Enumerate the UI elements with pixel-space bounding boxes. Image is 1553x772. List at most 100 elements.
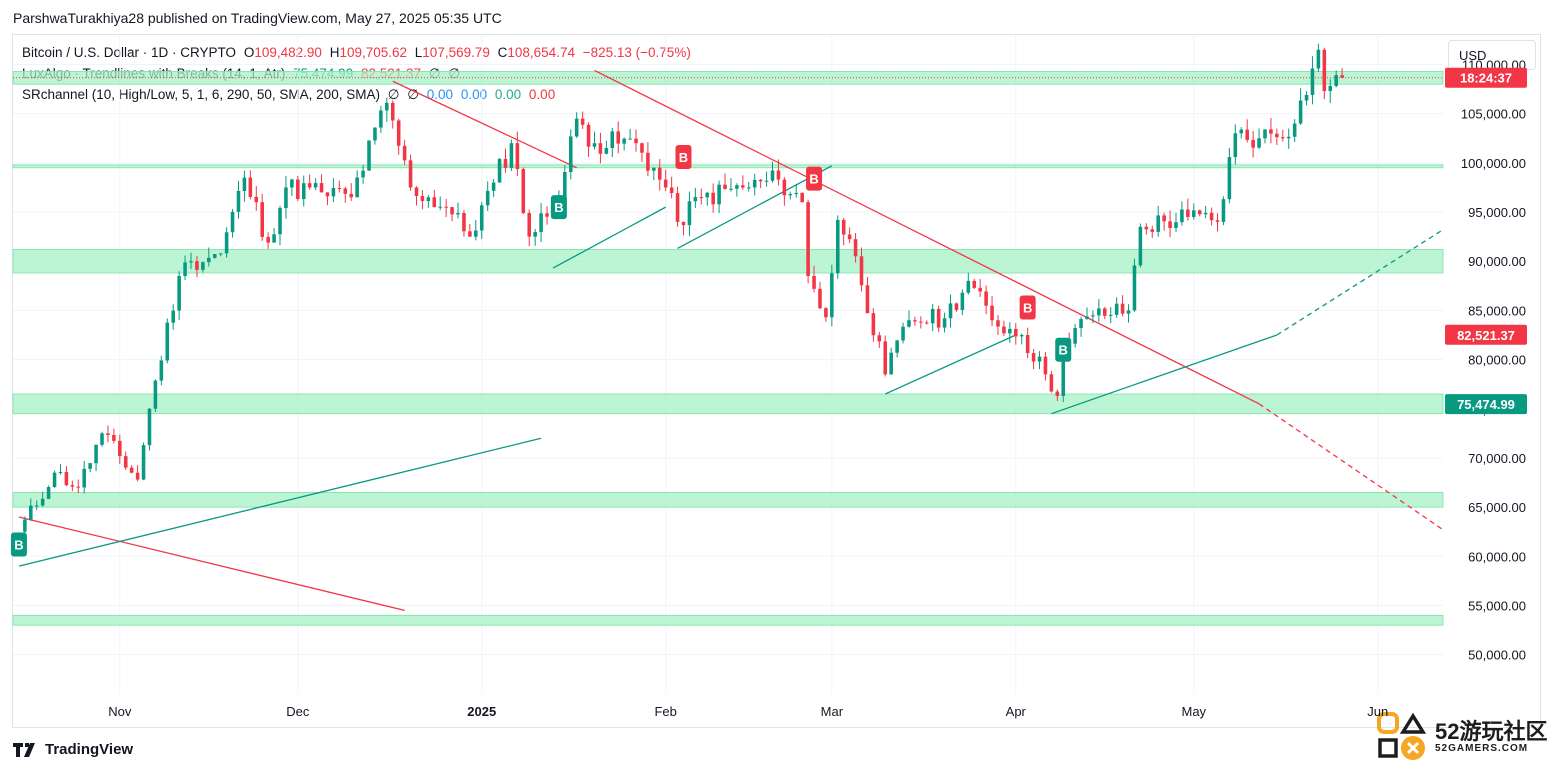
break-marker [10,532,27,557]
legend-srchannel-row[interactable]: SRchannel (10, High/Low, 5, 1, 6, 290, 5… [22,87,559,103]
candle-body [183,262,187,276]
break-marker [806,166,823,191]
candle-body [201,262,205,270]
legend-symbol[interactable]: Bitcoin / U.S. Dollar · 1D · CRYPTO [22,45,237,60]
candle-body [835,219,840,274]
candle-body [46,487,51,499]
candle-body [1340,75,1344,78]
candle-body [58,472,63,474]
candle-body [319,183,324,193]
candle-body [729,188,733,190]
candle-body [100,433,104,445]
candle-body [812,275,816,289]
break-marker-label: B [554,200,563,215]
x-tick-label: 2025 [467,704,496,719]
candle-body [485,190,490,206]
trendline [1258,403,1444,531]
break-marker-label: B [14,537,23,552]
candle-body [82,468,86,488]
candle-body [574,118,579,137]
candle-body [1108,314,1113,316]
candle-body [877,335,882,342]
chart-frame [12,34,1541,728]
candle-body [948,303,953,319]
candle-body [770,170,775,181]
candle-body [64,472,69,486]
legend-close: 108,654.74 [507,45,575,60]
legend-sr-v6: 0.00 [528,87,556,102]
currency-button[interactable]: USD [1448,40,1536,70]
y-tick-label: 105,000.00 [1461,107,1526,122]
price-label-text: 18:24:37 [1460,71,1512,86]
candle-body [1221,199,1226,222]
sr-zone [12,393,1444,415]
candle-body [913,320,917,322]
legend-sr-v1: ∅ [387,87,400,102]
break-marker-label: B [1059,343,1068,358]
legend-symbol-row[interactable]: Bitcoin / U.S. Dollar · 1D · CRYPTO O109… [22,45,695,60]
candle-body [646,152,650,171]
candle-body [1043,356,1048,375]
candle-body [456,213,460,215]
candle-body [652,167,656,171]
candle-body [735,185,739,189]
candle-body [385,102,389,111]
candle-body [307,183,312,188]
candle-body [141,445,146,480]
candle-body [657,167,662,180]
legend-close-label: C [497,45,508,60]
legend-sr-v4: 0.00 [460,87,488,102]
candle-body [1203,212,1208,215]
candle-body [669,187,674,194]
candle-body [919,321,923,323]
candle-body [1025,334,1030,354]
candle-body [930,308,935,324]
candle-body [118,440,122,457]
candle-body [568,136,573,173]
candle-body [426,197,431,202]
break-marker-label: B [809,172,818,187]
legend-sr-name[interactable]: SRchannel (10, High/Low, 5, 1, 6, 290, 5… [22,87,380,102]
candle-body [479,205,484,231]
candle-body [153,380,158,409]
tradingview-brand[interactable]: TradingView [13,741,133,758]
candle-body [1251,139,1255,148]
candle-body [758,179,763,182]
candle-body [254,196,259,203]
trendline [18,437,542,567]
candle-body [942,318,947,328]
x-tick-label: Feb [654,704,676,719]
candle-body [296,179,300,200]
sr-zone [12,491,1444,508]
y-tick-label: 70,000.00 [1468,451,1526,466]
candle-body [1019,334,1024,337]
y-tick-label: 90,000.00 [1468,254,1526,269]
break-marker [550,195,567,220]
candle-body [1037,356,1042,362]
candle-body [462,213,466,232]
candle-body [361,170,365,178]
candle-body [1292,123,1297,137]
candle-body [224,232,229,254]
price-label-bg [1445,324,1527,345]
candle-body [1150,229,1155,232]
candle-body [159,360,164,381]
candle-body [865,285,870,314]
candle-body [396,120,401,146]
candle-body [325,192,330,197]
candle-body [171,310,175,323]
watermark-title: 52游玩社区 [1435,718,1548,744]
candle-body [634,138,638,144]
candle-body [705,192,710,198]
candle-body [539,213,543,233]
candle-body [788,194,793,196]
candle-body [1304,94,1309,101]
candle-body [112,435,116,441]
candle-body [580,118,585,125]
price-label-text: 75,474.99 [1457,397,1515,412]
candle-body [1298,100,1303,124]
candle-body [76,486,81,488]
candle-body [841,219,846,235]
candle-body [622,138,626,144]
